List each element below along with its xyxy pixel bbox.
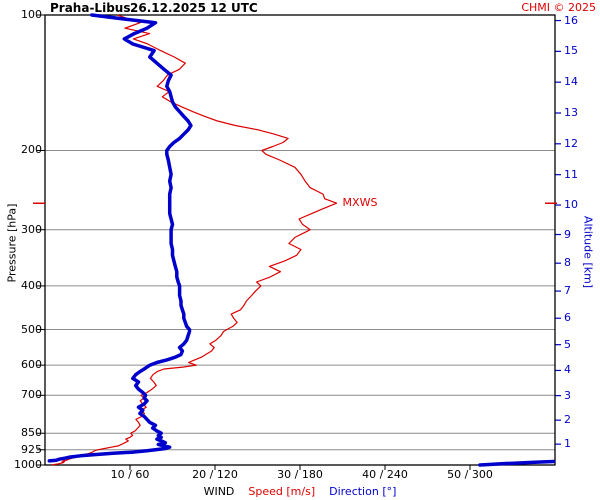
wind-direction-line (478, 459, 556, 467)
altitude-tick-label: 7 (564, 284, 571, 298)
pressure-tick-label: 100 (21, 8, 42, 21)
pressure-tick-label: 700 (21, 388, 42, 402)
altitude-tick-label: 5 (564, 337, 571, 351)
altitude-tick-label: 13 (564, 105, 578, 119)
pressure-axis-label: Pressure [hPa] (5, 203, 19, 283)
altitude-axis-label: Altitude [km] (581, 215, 595, 289)
pressure-tick-label: 1000 (14, 458, 42, 471)
altitude-tick-label: 12 (564, 136, 578, 150)
wind-tick-label: 40 / 240 (362, 468, 408, 481)
observation-datetime: 26.12.2025 12 UTC (130, 1, 258, 15)
altitude-tick-label: 1 (564, 437, 571, 451)
altitude-tick-label: 14 (564, 75, 578, 89)
pressure-tick-label: 850 (21, 426, 42, 440)
altitude-tick-label: 9 (564, 227, 571, 241)
speed-caption: Speed [m/s] (248, 485, 316, 498)
wind-tick-label: 20 / 120 (192, 468, 238, 481)
altitude-tick-label: 4 (564, 363, 571, 377)
x-axis-caption: WIND Speed [m/s] Direction [°] (45, 485, 555, 498)
altitude-tick-label: 8 (564, 256, 571, 270)
altitude-tick-label: 16 (564, 13, 578, 27)
wind-tick-label: 30 / 180 (277, 468, 323, 481)
pressure-tick-label: 600 (21, 358, 42, 372)
altitude-tick-label: 6 (564, 311, 571, 325)
pressure-tick-label: 925 (21, 442, 42, 456)
pressure-tick-label: 400 (21, 278, 42, 292)
direction-caption: Direction [°] (329, 485, 397, 498)
altitude-tick-label: 3 (564, 388, 571, 402)
pressure-tick-label: 300 (21, 222, 42, 236)
pressure-tick-label: 200 (21, 143, 42, 157)
wind-direction-line (47, 13, 193, 463)
wind-tick-label: 50 / 300 (447, 468, 493, 481)
wind-caption: WIND (203, 485, 235, 498)
altitude-tick-label: 2 (564, 413, 571, 427)
altitude-tick-label: 10 (564, 198, 578, 212)
pressure-tick-label: 500 (21, 322, 42, 336)
altitude-tick-label: 11 (564, 167, 578, 181)
altitude-tick-label: 15 (564, 44, 578, 58)
wind-speed-line (51, 14, 338, 466)
mxws-annotation: MXWS (342, 196, 378, 210)
wind-tick-label: 10 / 60 (110, 468, 150, 481)
copyright-notice: CHMI © 2025 (521, 1, 596, 14)
station-name: Praha-Libus (50, 1, 131, 15)
plot-border (44, 14, 556, 466)
